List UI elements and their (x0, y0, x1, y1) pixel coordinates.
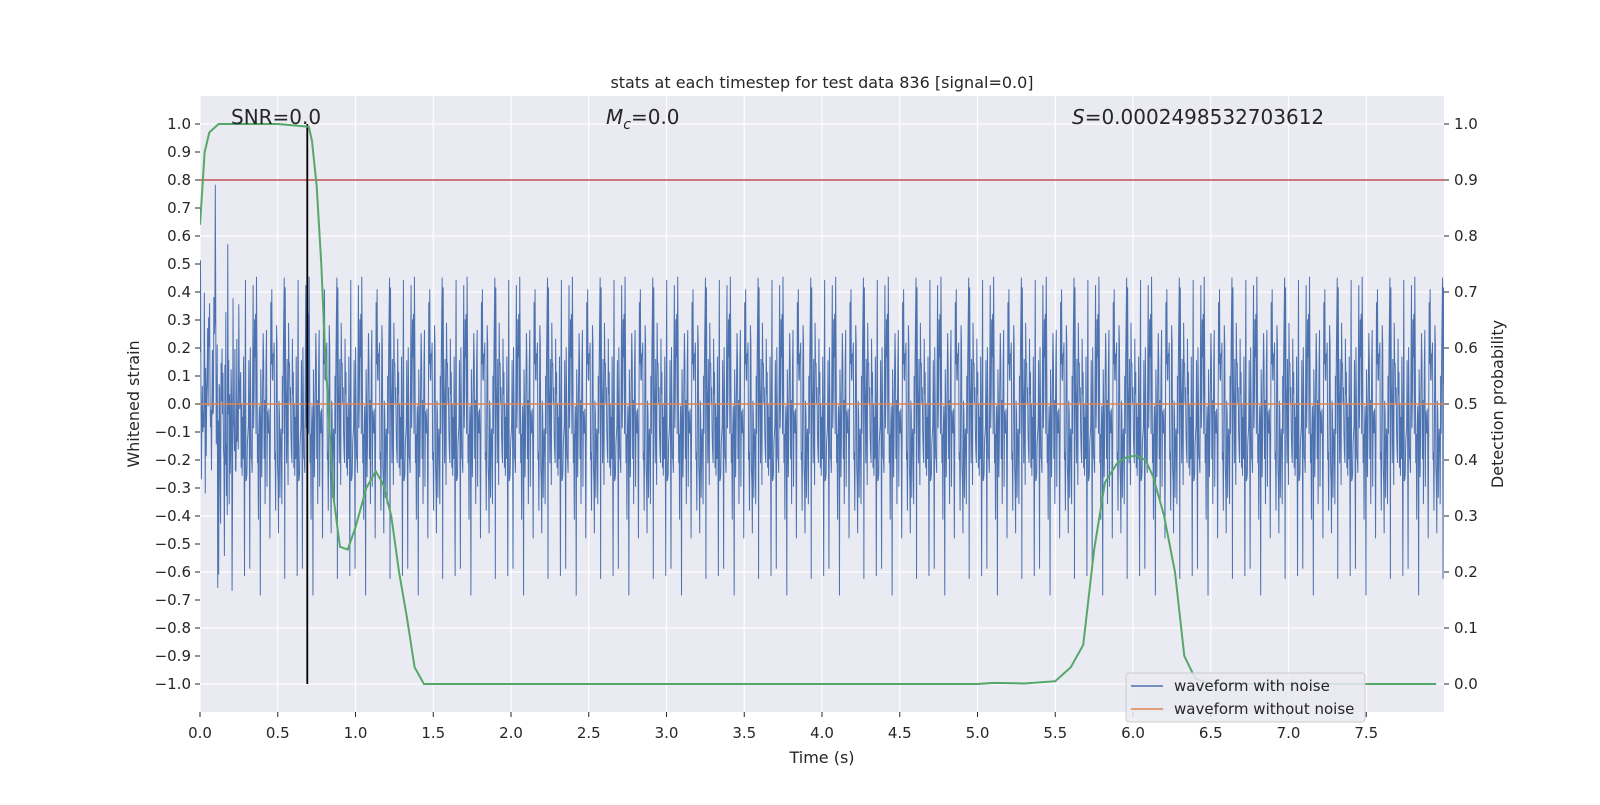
y-right-tick-label: 0.5 (1454, 395, 1478, 413)
y-left-tick-label: −0.5 (155, 535, 191, 553)
x-tick-label: 2.5 (577, 724, 601, 742)
y-right-tick-label: 0.7 (1454, 283, 1478, 301)
y-right-tick-label: 0.4 (1454, 451, 1478, 469)
y-left-tick-label: 0.4 (167, 283, 191, 301)
y-left-tick-label: 0.9 (167, 143, 191, 161)
chirp-mass-value: =0.0 (631, 105, 680, 129)
series-detection-probability (200, 123, 1437, 685)
y-left-tick-label: 0.1 (167, 367, 191, 385)
legend-label-waveform-with-noise: waveform with noise (1174, 677, 1330, 695)
x-axis: 0.0 0.5 1.0 1.5 2.0 2.5 3.0 3.5 4.0 4.5 5.0 5.5 6.0 6… (188, 712, 1378, 742)
y-left-tick-label: 0.0 (167, 395, 191, 413)
y-left-tick-label: 0.5 (167, 255, 191, 273)
y-axis-left-label: Whitened strain (124, 340, 143, 467)
y-right-tick-label: 0.9 (1454, 171, 1478, 189)
x-tick-label: 1.5 (421, 724, 445, 742)
statistic-symbol: S (1072, 105, 1085, 129)
y-left-tick-label: 0.8 (167, 171, 191, 189)
snr-annotation: SNR=0.0 (231, 105, 321, 129)
y-left-tick-label: −0.3 (155, 479, 191, 497)
legend: waveform with noise waveform without noi… (1125, 672, 1366, 723)
statistic-value: =0.0002498532703612 (1085, 105, 1324, 129)
x-tick-label: 3.5 (732, 724, 756, 742)
x-tick-label: 7.5 (1354, 724, 1378, 742)
y-left-tick-label: −0.9 (155, 647, 191, 665)
y-left-tick-label: −0.2 (155, 451, 191, 469)
x-tick-label: 0.0 (188, 724, 212, 742)
chirp-mass-annotation: Mc=0.0 (606, 105, 680, 133)
x-tick-label: 3.0 (655, 724, 679, 742)
y-left-tick-label: −1.0 (155, 675, 191, 693)
legend-box (1125, 672, 1366, 723)
x-tick-label: 4.5 (888, 724, 912, 742)
x-tick-label: 2.0 (499, 724, 523, 742)
y-left-tick-label: 0.7 (167, 199, 191, 217)
chirp-mass-symbol: M (606, 105, 623, 129)
statistic-annotation: S=0.0002498532703612 (1072, 105, 1324, 129)
y-left-tick-label: −0.6 (155, 563, 191, 581)
series-waveform-with-noise (200, 184, 1444, 596)
chart-title: stats at each timestep for test data 836… (610, 73, 1033, 92)
y-left-tick-label: 1.0 (167, 115, 191, 133)
y-left-tick-label: −0.4 (155, 507, 191, 525)
y-left-tick-label: −0.7 (155, 591, 191, 609)
x-axis-label: Time (s) (788, 748, 854, 767)
y-right-tick-label: 0.2 (1454, 563, 1478, 581)
plot-area (200, 123, 1444, 685)
y-left-tick-label: −0.8 (155, 619, 191, 637)
y-right-tick-label: 0.8 (1454, 227, 1478, 245)
x-tick-label: 1.0 (344, 724, 368, 742)
y-right-tick-label: 0.6 (1454, 339, 1478, 357)
y-right-tick-label: 0.0 (1454, 675, 1478, 693)
y-left-tick-label: 0.3 (167, 311, 191, 329)
y-left-tick-label: 0.2 (167, 339, 191, 357)
chirp-mass-subscript: c (623, 117, 631, 133)
x-tick-label: 4.0 (810, 724, 834, 742)
y-left-tick-label: −0.1 (155, 423, 191, 441)
y-axis-right: 1.0 0.9 0.8 0.7 0.6 0.5 0.4 0.3 0.2 0.1 0.0 (1444, 115, 1478, 693)
x-tick-label: 7.0 (1277, 724, 1301, 742)
y-right-tick-label: 0.3 (1454, 507, 1478, 525)
y-axis-right-label: Detection probability (1488, 320, 1507, 488)
x-tick-label: 5.0 (966, 724, 990, 742)
y-right-tick-label: 1.0 (1454, 115, 1478, 133)
y-axis-left: 1.0 0.9 0.8 0.7 0.6 0.5 0.4 0.3 0.2 0.1 0.0 −0.1 −0.… (155, 115, 200, 693)
legend-label-waveform-without-noise: waveform without noise (1174, 700, 1354, 718)
x-tick-label: 6.5 (1199, 724, 1223, 742)
x-tick-label: 6.0 (1121, 724, 1145, 742)
x-tick-label: 0.5 (266, 724, 290, 742)
y-right-tick-label: 0.1 (1454, 619, 1478, 637)
y-left-tick-label: 0.6 (167, 227, 191, 245)
x-tick-label: 5.5 (1043, 724, 1067, 742)
